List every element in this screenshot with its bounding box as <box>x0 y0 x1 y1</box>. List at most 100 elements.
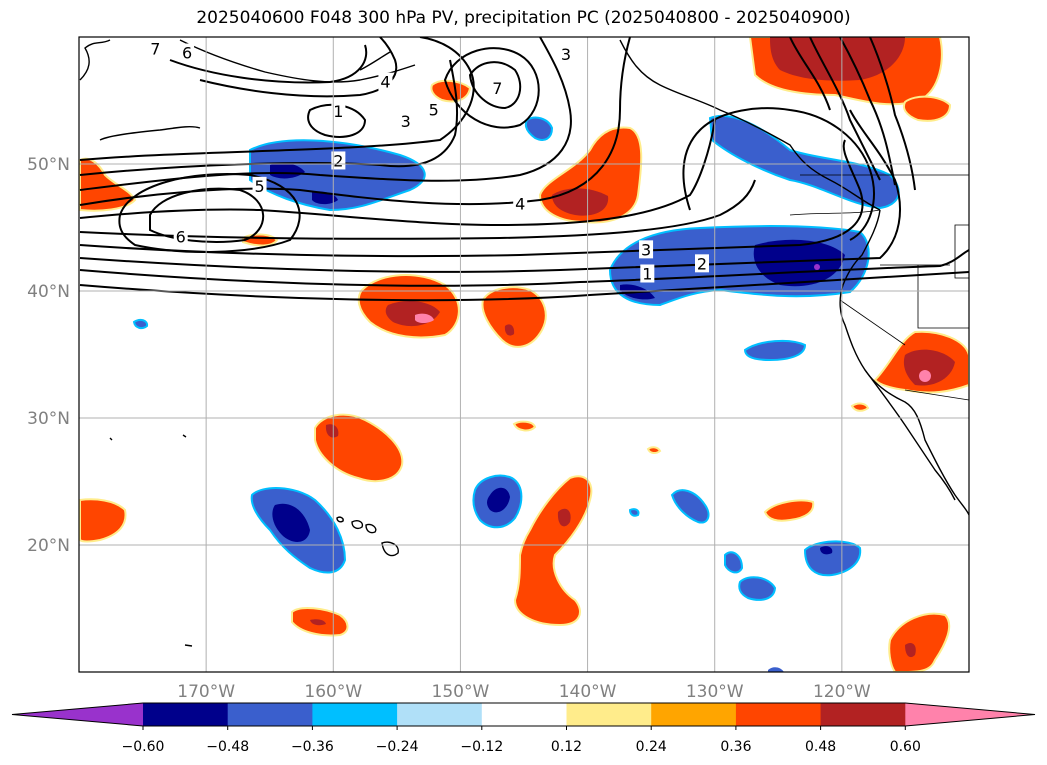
pv-contours <box>79 37 969 302</box>
precip-negative-core <box>272 503 310 542</box>
pv-contour <box>79 249 969 287</box>
colorbar-tick-label: 0.24 <box>636 739 667 755</box>
contour-label-bg <box>640 264 655 283</box>
precip-negative-region <box>738 576 777 601</box>
map-title: 2025040600 F048 300 hPa PV, precipitatio… <box>196 8 851 28</box>
precip-negative-region <box>724 551 744 574</box>
contour-label: 3 <box>561 45 571 64</box>
colorbar-segment <box>312 703 398 726</box>
colorbar-segment <box>397 703 483 726</box>
alaska-coastline <box>79 39 881 211</box>
lat-tick-label: 20°N <box>27 536 70 556</box>
contour-label-bg <box>695 254 709 273</box>
latitude-labels: 20°N 30°N 40°N 50°N <box>27 155 70 556</box>
precip-positive-core <box>770 37 905 81</box>
pv-contour <box>169 44 368 84</box>
contour-label: 3 <box>641 240 651 259</box>
colorbar-tick-label: −0.60 <box>122 739 165 755</box>
colorbar-segment <box>651 703 737 726</box>
colorbar-tick-label: −0.24 <box>376 739 419 755</box>
colorbar-extend-max <box>905 703 1035 726</box>
precip-negative-region <box>132 318 149 330</box>
precip-positive-core <box>552 188 609 216</box>
precip-positive-region <box>481 286 547 348</box>
contour-label: 5 <box>254 177 264 196</box>
lon-tick-label: 150°W <box>432 682 490 702</box>
contour-label-bg <box>398 112 413 131</box>
lat-tick-label: 30°N <box>27 409 70 429</box>
borders <box>789 174 969 401</box>
pv-contour <box>79 37 631 206</box>
contour-label-bg <box>558 44 573 63</box>
pv-contour <box>199 37 398 98</box>
precip-positive-core <box>905 643 916 658</box>
contour-label-bg <box>331 151 346 170</box>
precip-negative-core <box>753 239 845 287</box>
lon-tick-label: 120°W <box>813 682 871 702</box>
contour-label-bg <box>173 227 188 246</box>
colorbar-extend-min <box>12 703 143 726</box>
lat-tick-label: 50°N <box>27 155 70 175</box>
precip-negative-region <box>768 667 784 672</box>
precip-positive-core <box>415 313 434 323</box>
hawaii-coastline <box>336 516 399 557</box>
contour-label-bg <box>639 240 654 259</box>
colorbar-segment <box>143 703 229 726</box>
colorbar-segment <box>820 703 906 726</box>
contour-label-bg <box>378 72 393 91</box>
contour-label: 3 <box>401 112 411 131</box>
map-frame <box>78 36 970 673</box>
contour-label: 6 <box>182 44 192 63</box>
precip-positive-region <box>512 420 537 432</box>
lat-tick-label: 40°N <box>27 282 70 302</box>
precip-positive-region <box>902 95 952 122</box>
pv-contour <box>682 107 875 241</box>
precip-negative-core <box>487 487 510 513</box>
precip-positive-region <box>513 475 593 627</box>
contour-label: 4 <box>380 73 390 92</box>
longitude-labels: 170°W 160°W 150°W 140°W 130°W 120°W <box>177 682 871 702</box>
contour-label-bg <box>490 79 505 98</box>
precip-negative-core <box>820 546 833 555</box>
coastlines <box>79 39 969 647</box>
precip-positive-region <box>242 233 279 247</box>
precip-positive-region <box>430 79 472 103</box>
contour-label-bg <box>252 176 267 195</box>
contour-label: 1 <box>642 264 652 283</box>
colorbar-segment <box>481 703 567 726</box>
colorbar-segment <box>227 703 313 726</box>
contour-label-bg <box>331 101 346 120</box>
islands-coastline <box>109 434 193 647</box>
contour-label: 6 <box>176 228 186 247</box>
baja-coastline <box>864 369 956 501</box>
precip-positive-core <box>325 424 339 438</box>
precip-positive-region <box>79 498 127 543</box>
precip-shading <box>79 37 969 672</box>
precip-positive-region <box>646 446 662 455</box>
pv-contour <box>79 59 459 176</box>
colorbar-tick-label: −0.12 <box>460 739 503 755</box>
colorbar-segment <box>566 703 652 726</box>
lon-tick-label: 140°W <box>559 682 617 702</box>
pv-contour <box>79 37 475 161</box>
precip-negative-region <box>628 508 640 517</box>
precip-negative-region <box>249 139 426 212</box>
precip-positive-region <box>888 612 951 672</box>
lon-tick-label: 130°W <box>686 682 744 702</box>
lon-tick-label: 160°W <box>304 682 362 702</box>
precip-positive-core <box>557 508 571 527</box>
gridlines <box>79 37 969 672</box>
pv-contour <box>79 119 716 227</box>
contour-label-bg <box>148 39 163 58</box>
precip-positive-core <box>903 349 955 386</box>
colorbar-tick-label: 0.48 <box>805 739 836 755</box>
pv-contour <box>79 37 572 191</box>
contour-label: 2 <box>697 254 707 273</box>
contour-label-bg <box>513 194 528 213</box>
precip-positive-region <box>79 157 137 212</box>
contour-label-bg <box>180 43 195 62</box>
precip-negative-region <box>803 540 862 577</box>
colorbar-tick-label: 0.60 <box>890 739 921 755</box>
colorbar-tick-label: −0.48 <box>206 739 249 755</box>
